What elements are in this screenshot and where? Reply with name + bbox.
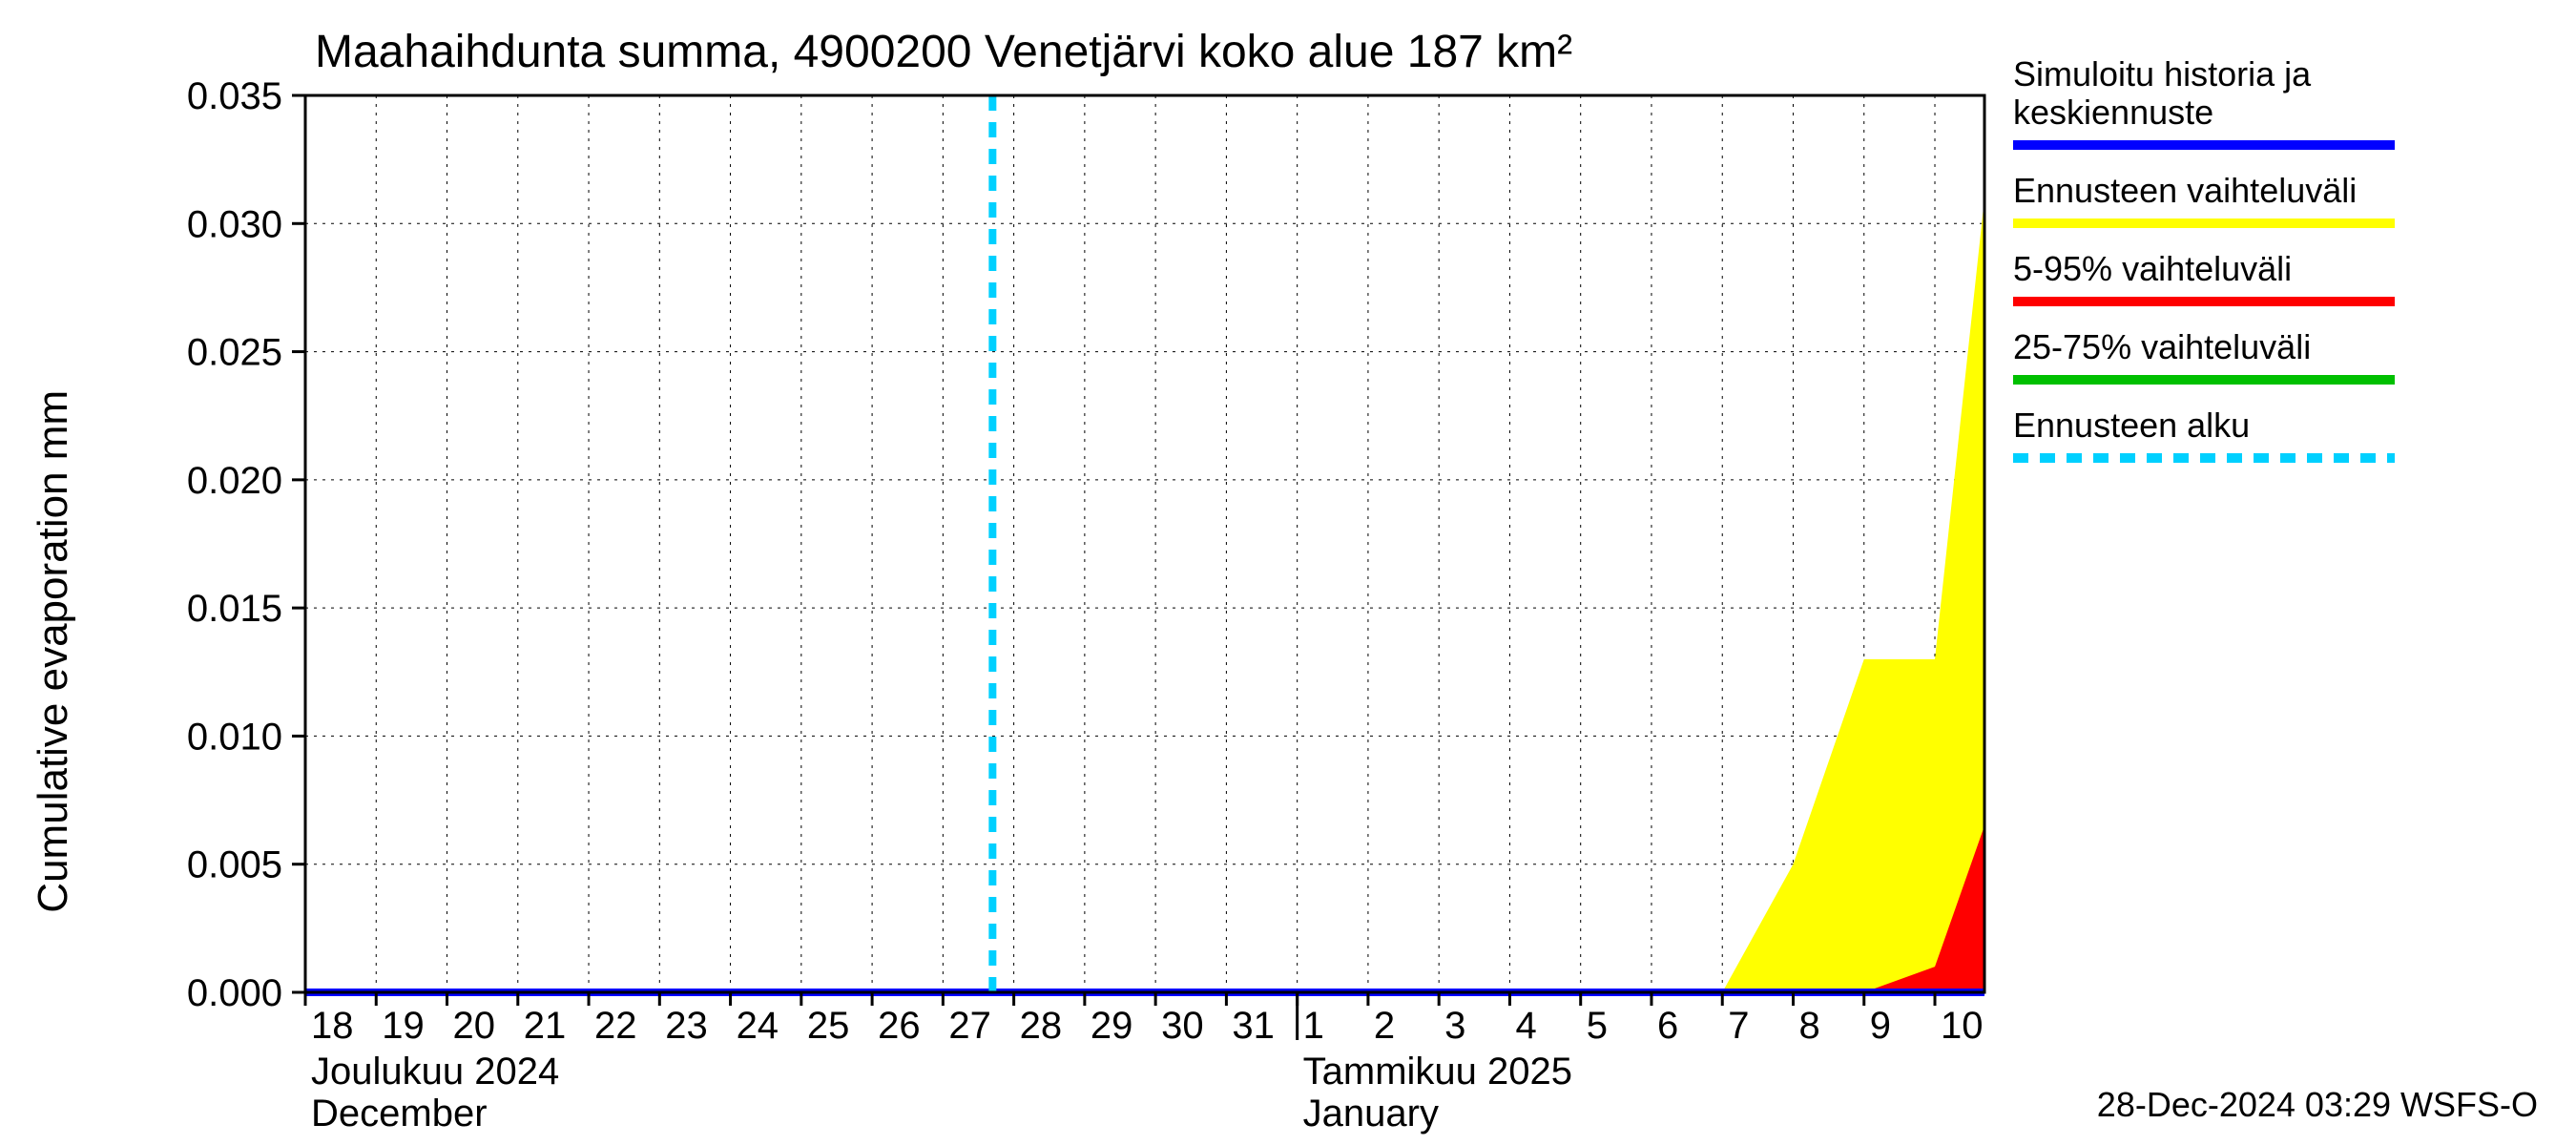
legend-label: keskiennuste xyxy=(2013,93,2213,132)
xtick-label: 28 xyxy=(1020,1005,1063,1047)
xtick-label: 22 xyxy=(594,1005,637,1047)
legend-label: Ennusteen alku xyxy=(2013,406,2250,445)
ytick-label: 0.005 xyxy=(187,844,282,886)
legend-label: 25-75% vaihteluväli xyxy=(2013,327,2311,366)
ytick-label: 0.000 xyxy=(187,972,282,1014)
ytick-label: 0.025 xyxy=(187,332,282,374)
legend-label: Simuloitu historia ja xyxy=(2013,54,2312,94)
month-label-left-2: December xyxy=(311,1093,488,1135)
xtick-label: 3 xyxy=(1444,1005,1465,1047)
xtick-label: 18 xyxy=(311,1005,354,1047)
legend-label: Ennusteen vaihteluväli xyxy=(2013,171,2357,210)
ytick-label: 0.035 xyxy=(187,75,282,117)
xtick-label: 5 xyxy=(1587,1005,1608,1047)
chart-title: Maahaihdunta summa, 4900200 Venetjärvi k… xyxy=(315,27,1572,77)
ytick-label: 0.020 xyxy=(187,460,282,502)
xtick-label: 21 xyxy=(524,1005,567,1047)
xtick-label: 23 xyxy=(665,1005,708,1047)
xtick-label: 4 xyxy=(1515,1005,1536,1047)
xtick-label: 30 xyxy=(1161,1005,1204,1047)
xtick-label: 26 xyxy=(878,1005,921,1047)
xtick-label: 8 xyxy=(1798,1005,1819,1047)
xtick-label: 25 xyxy=(807,1005,850,1047)
xtick-label: 10 xyxy=(1941,1005,1984,1047)
xtick-label: 24 xyxy=(737,1005,779,1047)
legend-label: 5-95% vaihteluväli xyxy=(2013,249,2292,288)
month-label-left-1: Joulukuu 2024 xyxy=(311,1051,559,1093)
xtick-label: 27 xyxy=(948,1005,991,1047)
timestamp: 28-Dec-2024 03:29 WSFS-O xyxy=(2097,1085,2538,1124)
xtick-label: 2 xyxy=(1374,1005,1395,1047)
xtick-label: 6 xyxy=(1657,1005,1678,1047)
xtick-label: 1 xyxy=(1303,1005,1324,1047)
xtick-label: 19 xyxy=(382,1005,425,1047)
month-label-right-1: Tammikuu 2025 xyxy=(1303,1051,1572,1093)
ytick-label: 0.030 xyxy=(187,203,282,245)
xtick-label: 9 xyxy=(1870,1005,1891,1047)
xtick-label: 7 xyxy=(1728,1005,1749,1047)
chart-svg: 0.000 0.005 0.010 0.015 0.020 0.025 0.030 0.035… xyxy=(0,0,2576,1145)
month-label-right-2: January xyxy=(1303,1093,1439,1135)
ytick-label: 0.010 xyxy=(187,716,282,758)
chart-container: 0.000 0.005 0.010 0.015 0.020 0.025 0.030 0.035… xyxy=(0,0,2576,1145)
xtick-label: 29 xyxy=(1091,1005,1133,1047)
xtick-label: 20 xyxy=(453,1005,496,1047)
ytick-label: 0.015 xyxy=(187,588,282,630)
y-axis-label: Cumulative evaporation mm xyxy=(30,390,76,913)
xtick-label: 31 xyxy=(1232,1005,1275,1047)
